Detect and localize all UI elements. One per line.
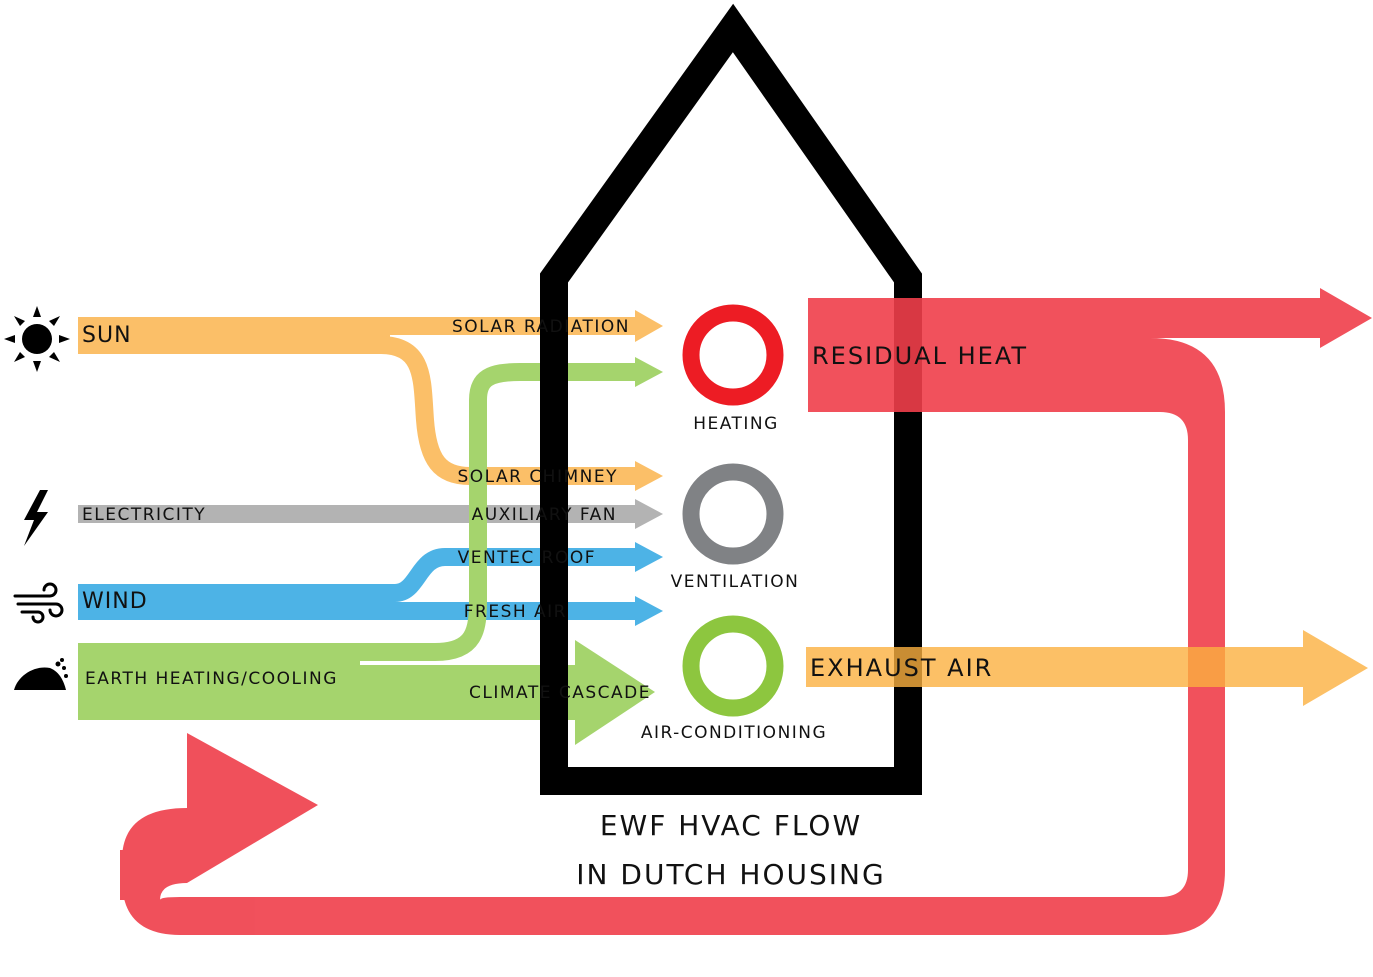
source-label: EARTH HEATING/COOLING bbox=[85, 669, 338, 689]
exhaust-air-flow bbox=[806, 630, 1368, 706]
source-label: WIND bbox=[82, 589, 148, 614]
flow-label: VENTEC ROOF bbox=[458, 548, 596, 568]
system-label: HEATING bbox=[693, 414, 779, 434]
system-label: AIR-CONDITIONING bbox=[641, 723, 827, 743]
ac-ring bbox=[682, 615, 784, 717]
output-label: RESIDUAL HEAT bbox=[812, 342, 1028, 370]
flow-label: SOLAR CHIMNEY bbox=[457, 467, 618, 487]
lightning-icon bbox=[24, 490, 48, 546]
house bbox=[540, 3, 922, 795]
flow-label: FRESH AIR bbox=[464, 602, 567, 622]
electricity-flow bbox=[78, 499, 663, 529]
ventilation-ring bbox=[682, 463, 784, 565]
title-line: EWF HVAC FLOW bbox=[600, 809, 862, 842]
residual-heat-flow bbox=[120, 288, 1372, 935]
system-label: VENTILATION bbox=[671, 572, 800, 592]
sun-icon bbox=[4, 306, 70, 372]
sun-flow bbox=[78, 310, 663, 491]
title-line: IN DUTCH HOUSING bbox=[576, 858, 885, 891]
heating-ring bbox=[682, 304, 784, 406]
wind-icon bbox=[13, 582, 64, 624]
earth-flow bbox=[78, 357, 663, 745]
flow-label: SOLAR RADIATION bbox=[452, 317, 630, 337]
flow-label: AUXILIARY FAN bbox=[472, 505, 617, 525]
earth-icon bbox=[14, 658, 68, 690]
source-label: ELECTRICITY bbox=[82, 505, 206, 525]
source-label: SUN bbox=[82, 323, 132, 348]
output-label: EXHAUST AIR bbox=[810, 654, 993, 682]
flow-label: CLIMATE CASCADE bbox=[469, 683, 651, 703]
